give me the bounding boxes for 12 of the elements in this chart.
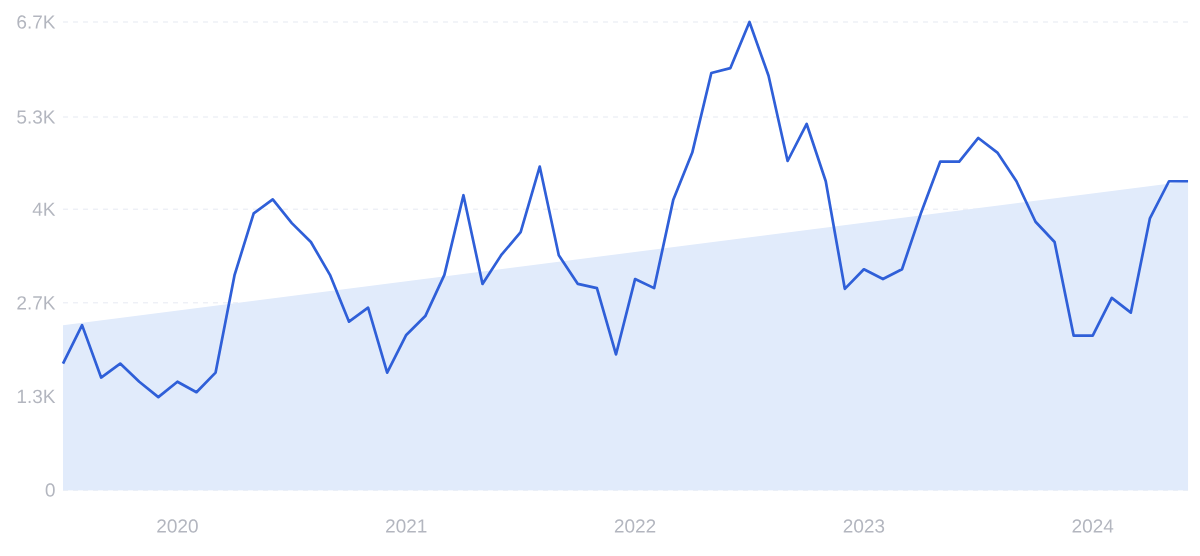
x-tick-label: 2020 bbox=[157, 519, 198, 533]
y-tick-label: 5.3K bbox=[17, 110, 56, 124]
x-tick-label: 2021 bbox=[386, 519, 427, 533]
x-tick-label: 2022 bbox=[614, 519, 656, 533]
y-tick-label: 6.7K bbox=[17, 15, 56, 29]
x-tick-label: 2023 bbox=[843, 519, 885, 533]
y-tick-label: 4K bbox=[32, 202, 56, 216]
line-series bbox=[61, 20, 1190, 399]
y-tick-label: 0 bbox=[45, 483, 55, 497]
x-tick-label: 2024 bbox=[1072, 519, 1114, 533]
y-tick-label: 1.3K bbox=[17, 389, 56, 404]
y-tick-label: 2.7K bbox=[17, 296, 56, 310]
